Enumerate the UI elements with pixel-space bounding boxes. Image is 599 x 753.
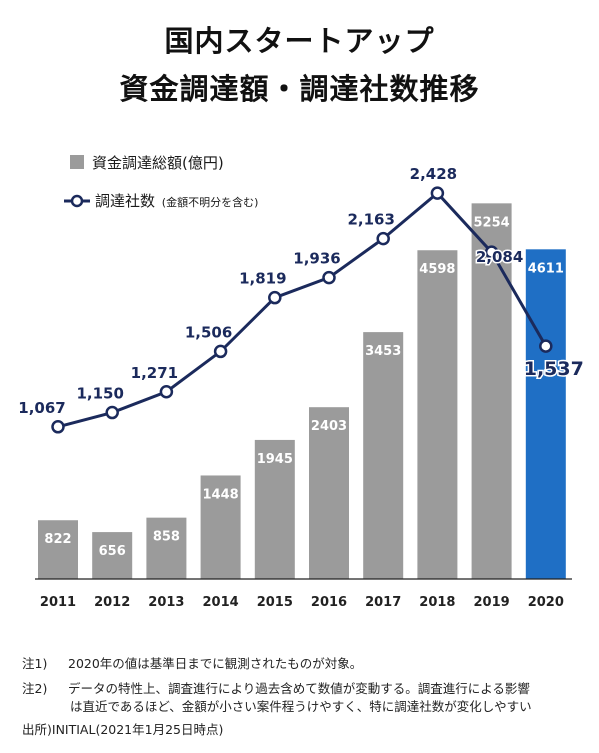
legend: 資金調達総額(億円) 調達社数 (金額不明分を含む) [64, 154, 258, 210]
bar-label-2017: 3453 [365, 344, 401, 359]
line-label-2016: 1,936 [293, 250, 340, 268]
line-label-2013: 1,271 [131, 364, 178, 382]
line-label-2011: 1,067 [18, 399, 65, 417]
x-tick-2013: 2013 [148, 595, 184, 610]
bar-2015 [254, 439, 295, 579]
x-tick-2014: 2014 [203, 595, 239, 610]
bar-2018 [417, 250, 458, 580]
x-tick-2020: 2020 [528, 595, 564, 610]
line-point-2019 [484, 245, 499, 259]
line-label-2015: 1,819 [239, 270, 286, 288]
legend-line-label-group: 調達社数 (金額不明分を含む) [95, 192, 258, 210]
source-prefix: 出所) [22, 722, 52, 737]
bar-label-2013: 858 [153, 530, 180, 545]
note-1: 注1) 2020年の値は基準日までに観測されたものが対象。 [22, 655, 362, 673]
line-point-2011 [51, 420, 65, 434]
bar-label-2019: 5254 [474, 215, 510, 230]
bar-2017 [363, 332, 404, 579]
legend-bar-label: 資金調達総額(億円) [92, 154, 224, 172]
line-point-2018 [430, 186, 445, 200]
bar-2014 [200, 475, 241, 579]
chart-title-line2: 資金調達額・調達社数推移 [119, 72, 480, 106]
bar-2016 [309, 407, 349, 579]
legend-line-marker [70, 194, 84, 208]
bar-label-2020: 4611 [528, 261, 564, 276]
x-tick-2012: 2012 [94, 595, 130, 610]
line-label-2018: 2,428 [410, 165, 457, 183]
bar-2011 [38, 520, 78, 579]
note-2-prefix: 注2) [22, 681, 48, 696]
line-point-2013 [159, 385, 174, 399]
line-point-2020 [539, 339, 553, 353]
bar-label-2012: 656 [99, 544, 126, 559]
bar-label-2015: 1945 [257, 452, 293, 467]
bar-label-2016: 2403 [311, 419, 347, 434]
bar-2013 [146, 517, 187, 579]
bar-2020 [525, 249, 566, 579]
line-label-2019: 2,084 [476, 248, 523, 266]
legend-line-label-suffix: (金額不明分を含む) [162, 195, 259, 209]
line-point-2017 [376, 231, 390, 246]
note-2-line2: は直近であるほど、金額が小さい案件程うけやすく、特に調達社数が変化しやすい [70, 699, 532, 714]
line-point-2015 [268, 290, 282, 305]
x-tick-2019: 2019 [474, 595, 510, 610]
source-note: 出所)INITIAL(2021年1月25日時点) [22, 721, 223, 739]
line-label-2017: 2,163 [347, 211, 394, 229]
note-2: 注2) データの特性上、調査進行により過去含めて数値が変動する。調査進行による影響… [22, 680, 532, 716]
x-tick-2017: 2017 [365, 595, 401, 610]
chart-title-line1: 国内スタートアップ [164, 24, 435, 58]
note-1-prefix: 注1) [22, 656, 48, 671]
line-series [57, 191, 548, 429]
bar-2019 [471, 203, 512, 580]
legend-bar-swatch [70, 155, 84, 169]
note-1-text: 2020年の値は基準日までに観測されたものが対象。 [68, 656, 363, 671]
bar-label-2014: 1448 [203, 487, 239, 502]
bar-label-2011: 822 [44, 532, 71, 547]
note-2-line1: データの特性上、調査進行により過去含めて数値が変動する。調査進行による影響 [68, 681, 530, 696]
line-point-2012 [105, 405, 119, 420]
source-text: INITIAL(2021年1月25日時点) [51, 722, 224, 737]
line-point-2016 [322, 270, 336, 285]
bar-label-2018: 4598 [419, 262, 455, 277]
x-tick-2018: 2018 [419, 595, 455, 610]
x-tick-2016: 2016 [311, 595, 347, 610]
line-label-2020: 1,537 [524, 358, 584, 380]
x-tick-2015: 2015 [257, 595, 293, 610]
line-label-2012: 1,150 [76, 385, 123, 403]
line-label-2014: 1,506 [185, 323, 232, 341]
chart-canvas: 資金調達総額(億円) 調達社数 (金額不明分を含む) 822 656 858 1448… [17, 154, 586, 610]
x-tick-2011: 2011 [40, 595, 76, 610]
bar-2012 [92, 532, 133, 579]
line-point-2014 [213, 344, 228, 359]
legend-line-label: 調達社数 [95, 192, 155, 210]
